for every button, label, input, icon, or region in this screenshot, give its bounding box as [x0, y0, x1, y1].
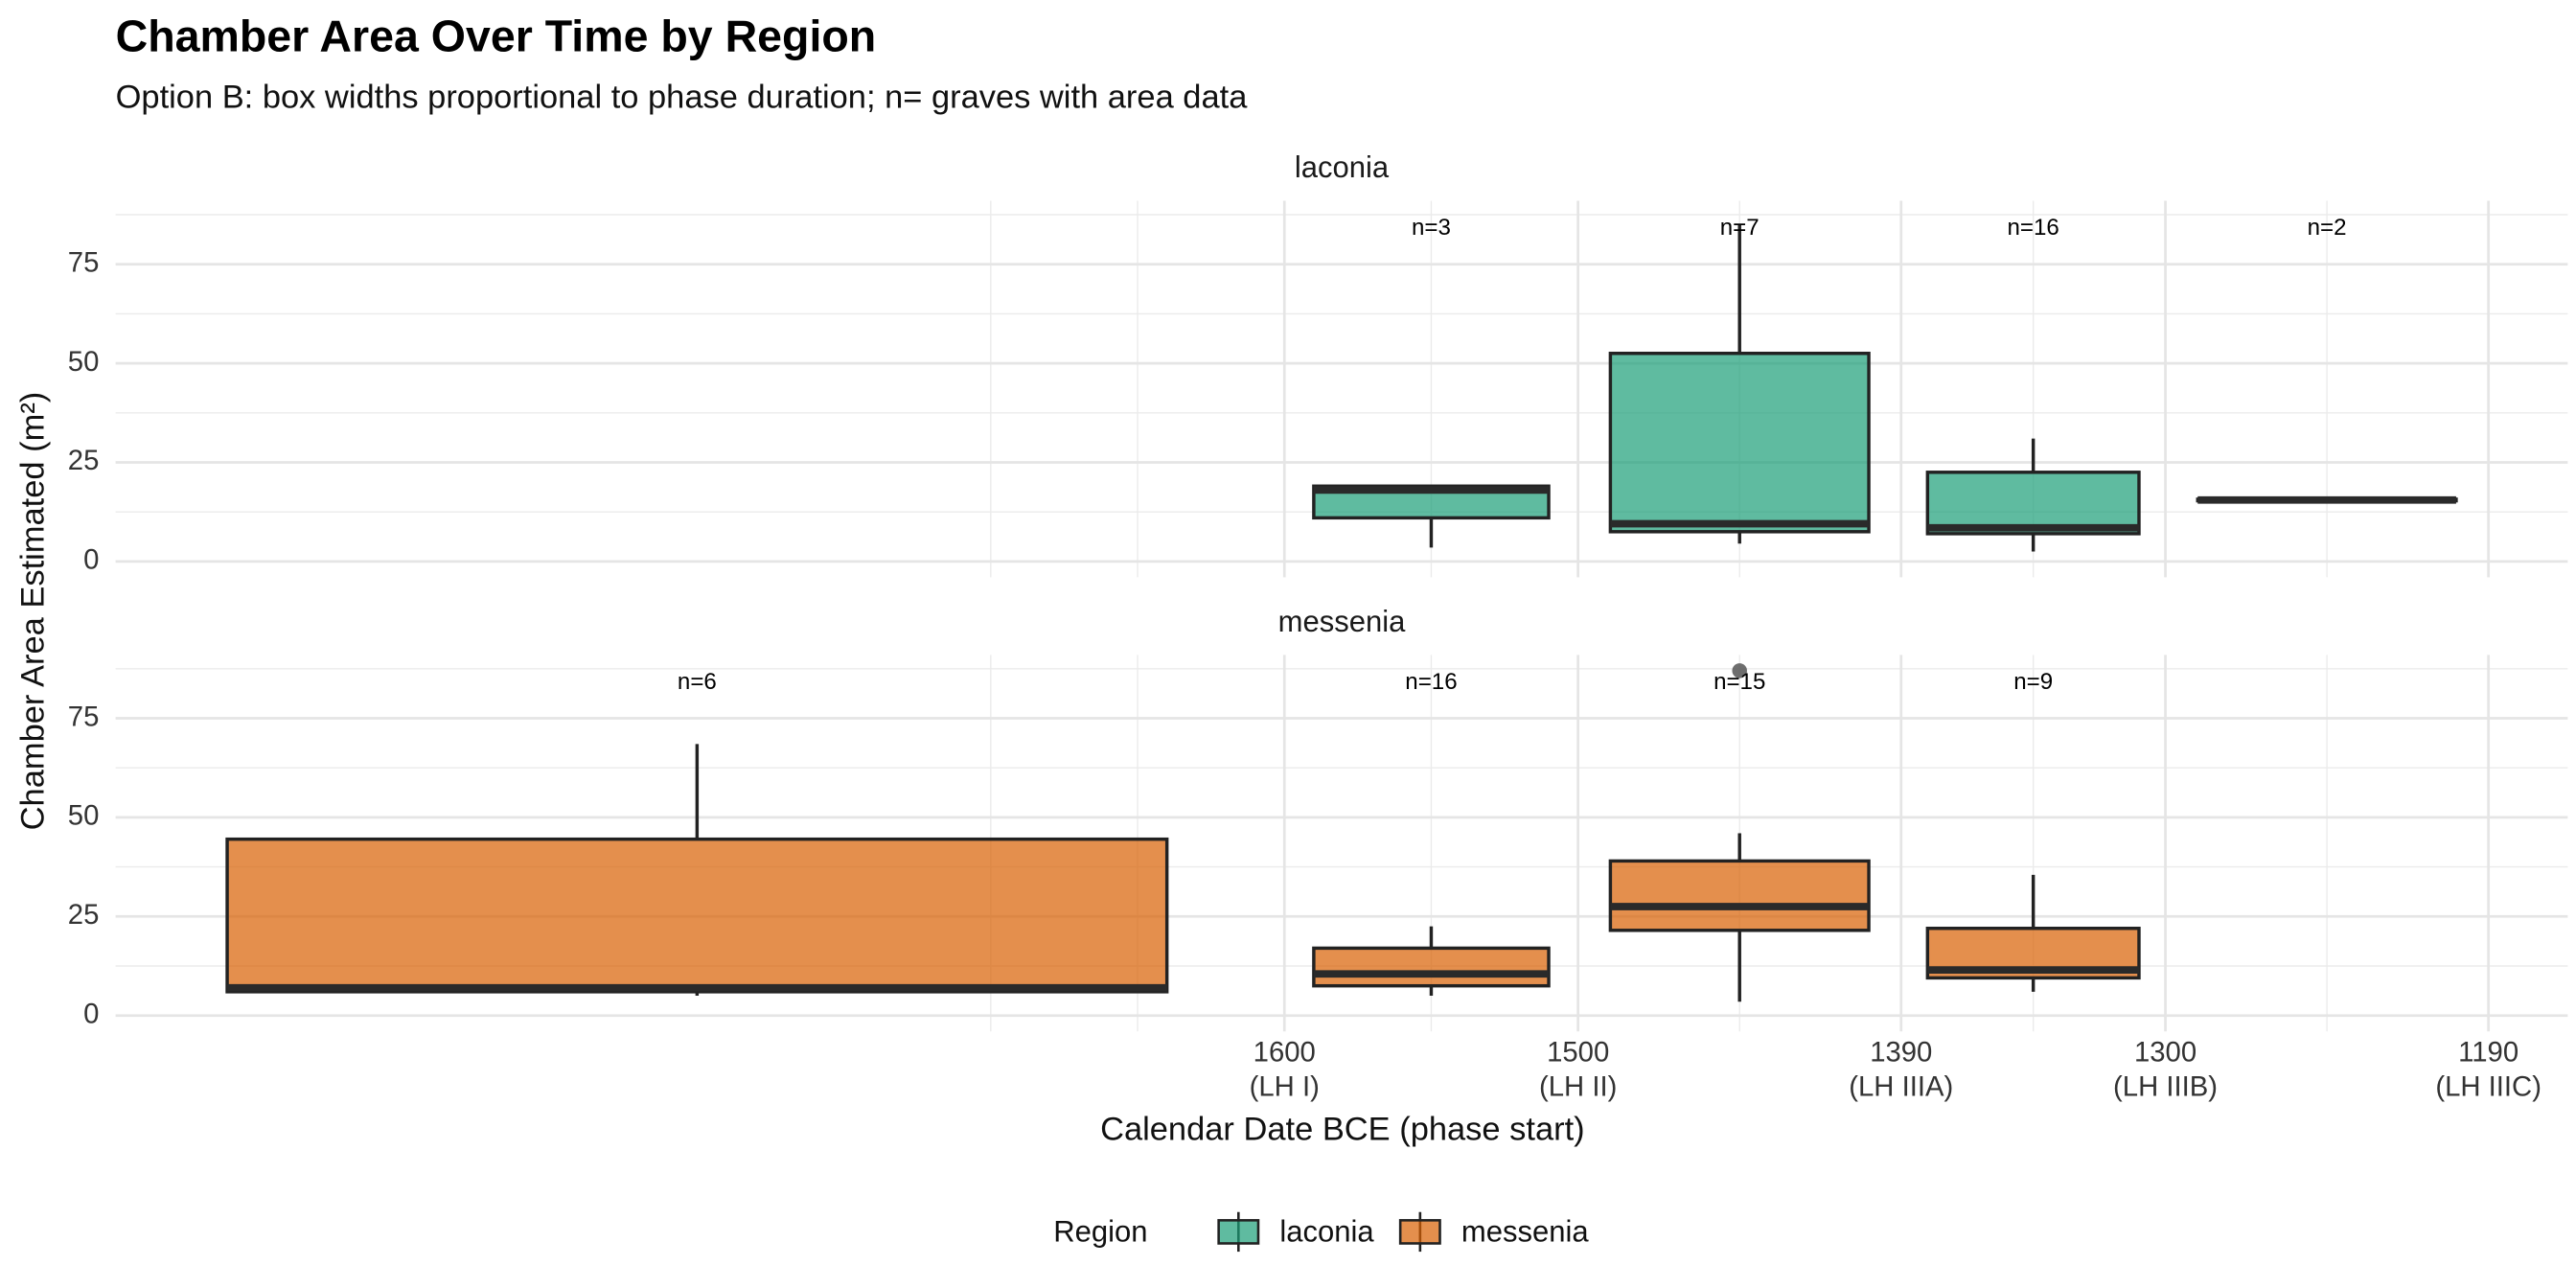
- n-label: n=9: [2013, 669, 2053, 695]
- box: [225, 837, 1169, 994]
- legend-label: messenia: [1461, 1214, 1589, 1248]
- strip-label: laconia: [1295, 150, 1390, 184]
- box: [1312, 946, 1551, 988]
- y-tick-label: 75: [68, 701, 100, 732]
- box: [1925, 471, 2141, 536]
- y-tick-label: 25: [68, 445, 100, 476]
- x-tick-label: 1390 (LH IIIA): [1849, 1036, 1953, 1102]
- y-tick-label: 0: [83, 544, 99, 576]
- n-label: n=7: [1720, 215, 1760, 241]
- legend-key: [1398, 1219, 1441, 1245]
- box: [1608, 352, 1871, 534]
- legend-label: laconia: [1279, 1214, 1374, 1248]
- chart-title: Chamber Area Over Time by Region: [116, 12, 877, 61]
- x-axis-title: Calendar Date BCE (phase start): [1100, 1111, 1585, 1147]
- y-tick-label: 50: [68, 346, 100, 378]
- y-tick-label: 75: [68, 246, 100, 278]
- n-label: n=15: [1714, 669, 1765, 695]
- y-tick-label: 25: [68, 899, 100, 931]
- x-tick-label: 1600 (LH I): [1250, 1036, 1320, 1102]
- n-label: n=16: [2008, 215, 2059, 241]
- x-tick-label: 1300 (LH IIIB): [2113, 1036, 2218, 1102]
- x-tick-label: 1500 (LH II): [1539, 1036, 1617, 1102]
- y-tick-label: 0: [83, 998, 99, 1029]
- legend-key: [1217, 1219, 1260, 1245]
- chart-subtitle: Option B: box widths proportional to pha…: [116, 79, 1249, 115]
- strip-label: messenia: [1278, 605, 1406, 638]
- box: [1608, 859, 1871, 932]
- outlier: [1732, 663, 1747, 678]
- n-label: n=2: [2308, 215, 2347, 241]
- x-tick-label: 1190 (LH IIIC): [2435, 1036, 2542, 1102]
- legend-title: Region: [1053, 1214, 1147, 1248]
- n-label: n=16: [1405, 669, 1457, 695]
- y-tick-label: 50: [68, 800, 100, 832]
- n-label: n=3: [1412, 215, 1451, 241]
- n-label: n=6: [678, 669, 717, 695]
- y-axis-title: Chamber Area Estimated (m²): [14, 392, 51, 831]
